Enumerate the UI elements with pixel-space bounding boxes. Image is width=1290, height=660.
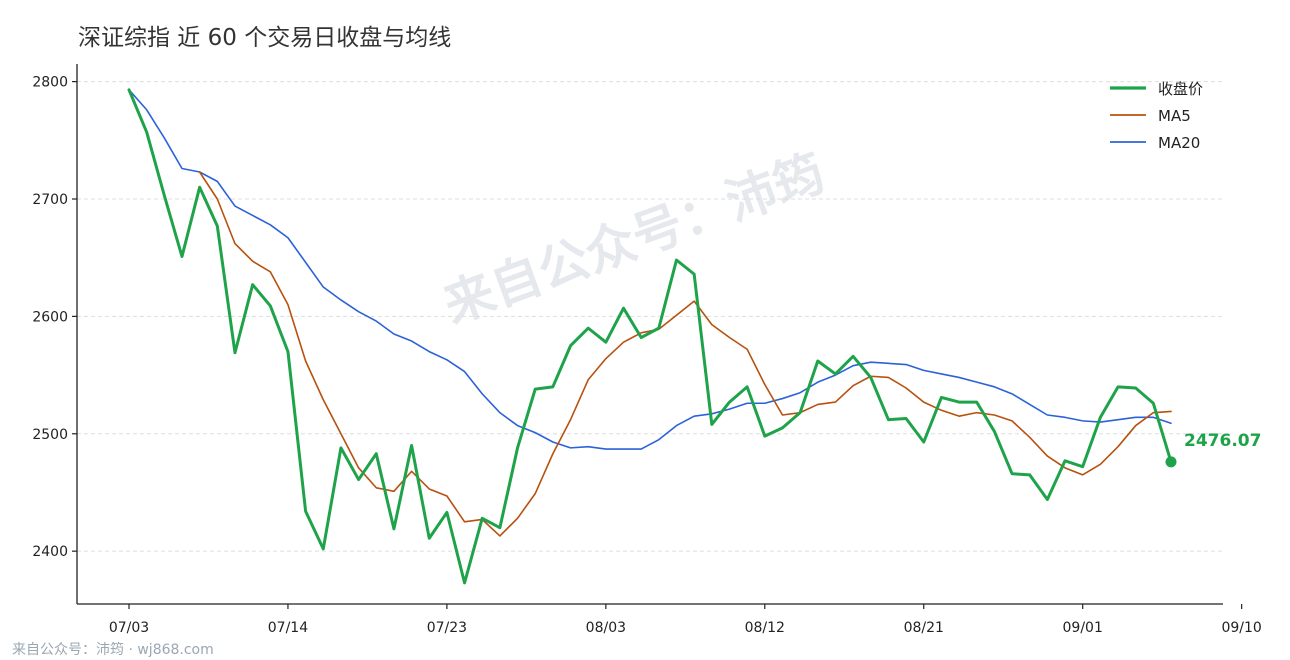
legend: 收盘价 MA5 MA20 (1110, 80, 1203, 152)
y-tick-label: 2700 (32, 192, 68, 208)
legend-label: MA20 (1158, 134, 1200, 152)
last-value-label: 2476.07 (1184, 431, 1261, 451)
grid-layer (77, 81, 1223, 552)
legend-label: MA5 (1158, 107, 1191, 125)
series-line-close (127, 88, 1173, 585)
footer-credit: 来自公众号：沛筠 · wj868.com (12, 642, 214, 658)
x-ticks: 07/03 07/14 07/23 08/03 08/12 08/21 09/01 09/10… (109, 604, 1262, 636)
axes (76, 64, 1223, 605)
x-tick-label: 07/03 (109, 620, 149, 636)
y-tick-label: 2500 (32, 427, 68, 443)
last-point-layer: 2476.07 (1165, 431, 1261, 468)
y-ticks: 2400 2500 2600 2700 2800 (32, 75, 77, 560)
series-line-ma5 (198, 171, 1172, 537)
chart-title: 深证综指 近 60 个交易日收盘与均线 (78, 25, 452, 51)
y-tick-label: 2800 (32, 75, 68, 91)
series-layer (127, 88, 1173, 585)
series-line-ma20 (128, 89, 1172, 450)
x-tick-label: 08/03 (586, 620, 626, 636)
watermark-text: 来自公众号：沛筠 (436, 143, 832, 334)
y-tick-label: 2400 (32, 544, 68, 560)
y-tick-label: 2600 (32, 309, 68, 325)
legend-label: 收盘价 (1158, 80, 1203, 98)
x-tick-label: 08/12 (745, 620, 785, 636)
x-tick-label: 07/23 (427, 620, 467, 636)
x-tick-label: 08/21 (904, 620, 944, 636)
watermark-layer: 来自公众号：沛筠 (436, 143, 832, 334)
x-tick-label: 07/14 (268, 620, 308, 636)
last-point-marker (1165, 456, 1177, 468)
x-tick-label: 09/01 (1063, 620, 1103, 636)
x-tick-label: 09/10 (1221, 620, 1261, 636)
